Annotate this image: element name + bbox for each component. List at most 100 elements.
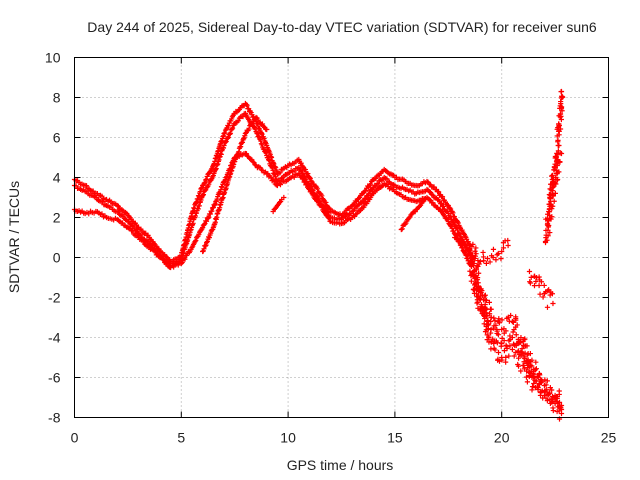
data-point (535, 385, 541, 391)
data-point (243, 101, 249, 108)
data-point (474, 293, 480, 299)
data-point (544, 378, 550, 384)
data-point (492, 318, 498, 324)
y-tick-label: -4 (48, 330, 61, 346)
x-tick-label: 0 (71, 430, 79, 446)
data-point (266, 156, 272, 163)
data-point (259, 131, 265, 137)
data-point (515, 363, 522, 369)
data-point (523, 343, 529, 349)
data-point (513, 317, 519, 323)
y-tick-label: -2 (48, 290, 61, 306)
data-point (490, 246, 497, 252)
data-point (242, 130, 248, 137)
data-point (527, 350, 533, 357)
data-point (527, 280, 534, 286)
data-point (498, 256, 504, 262)
data-point (457, 231, 463, 237)
data-point (206, 235, 212, 241)
data-point (488, 306, 494, 312)
data-point (398, 226, 404, 233)
data-point (246, 126, 252, 132)
data-point (463, 252, 469, 258)
data-point (291, 174, 297, 180)
data-point (475, 299, 481, 305)
data-point (480, 249, 486, 256)
data-point (549, 214, 555, 220)
data-point (227, 131, 233, 137)
data-point (271, 171, 277, 177)
data-point (449, 225, 455, 231)
data-point (547, 229, 553, 236)
data-point (481, 321, 487, 327)
data-point (477, 297, 483, 303)
y-tick-label: -8 (48, 410, 61, 426)
data-point (504, 315, 510, 321)
data-point (201, 222, 207, 228)
data-point (519, 346, 525, 352)
data-point (99, 211, 105, 217)
data-point (544, 304, 551, 310)
data-point (259, 121, 266, 127)
data-point (202, 187, 208, 194)
data-point (182, 256, 188, 262)
x-tick-label: 15 (387, 430, 403, 446)
data-point (223, 138, 229, 145)
data-point (508, 312, 514, 319)
data-point (486, 334, 492, 340)
data-point (529, 387, 535, 393)
data-point (368, 181, 374, 187)
data-point (490, 254, 496, 261)
data-point (472, 281, 478, 287)
data-point (439, 194, 446, 200)
data-point (229, 125, 236, 131)
data-point (422, 196, 428, 203)
data-point (546, 222, 552, 229)
data-point (542, 377, 548, 383)
data-point (384, 176, 390, 182)
data-point (522, 336, 528, 342)
data-point (202, 179, 208, 186)
data-point (518, 352, 524, 358)
y-axis-label: SDTVAR / TECUs (6, 181, 22, 293)
data-point (488, 330, 494, 336)
data-point (533, 275, 540, 281)
data-point (152, 249, 158, 255)
data-point (262, 149, 269, 155)
data-point (529, 374, 535, 381)
data-point (495, 250, 501, 257)
data-point (478, 286, 484, 292)
data-point (544, 387, 550, 393)
data-point (531, 380, 537, 387)
data-point (524, 379, 531, 385)
y-tick-label: 10 (45, 50, 61, 66)
plot-frame (74, 57, 609, 418)
data-point (472, 248, 478, 254)
y-tick-label: 4 (53, 170, 61, 186)
data-point (533, 366, 539, 372)
data-point (225, 123, 232, 129)
data-point (227, 130, 234, 136)
data-point (468, 278, 474, 284)
data-point (558, 150, 565, 157)
data-point (258, 138, 264, 144)
data-point (493, 257, 499, 263)
data-point (554, 398, 560, 404)
data-point (548, 173, 555, 179)
data-point (475, 257, 481, 264)
y-tick-label: 8 (53, 90, 61, 106)
data-point (470, 241, 476, 248)
data-point (314, 186, 321, 192)
data-point (362, 188, 368, 194)
data-point (549, 291, 556, 297)
data-point (539, 388, 545, 394)
data-point (555, 142, 561, 149)
data-point (467, 268, 473, 274)
data-point (499, 248, 505, 255)
data-point (473, 245, 479, 251)
data-point (536, 380, 543, 387)
data-point (200, 192, 207, 198)
data-point (510, 329, 516, 335)
data-point (558, 116, 564, 123)
